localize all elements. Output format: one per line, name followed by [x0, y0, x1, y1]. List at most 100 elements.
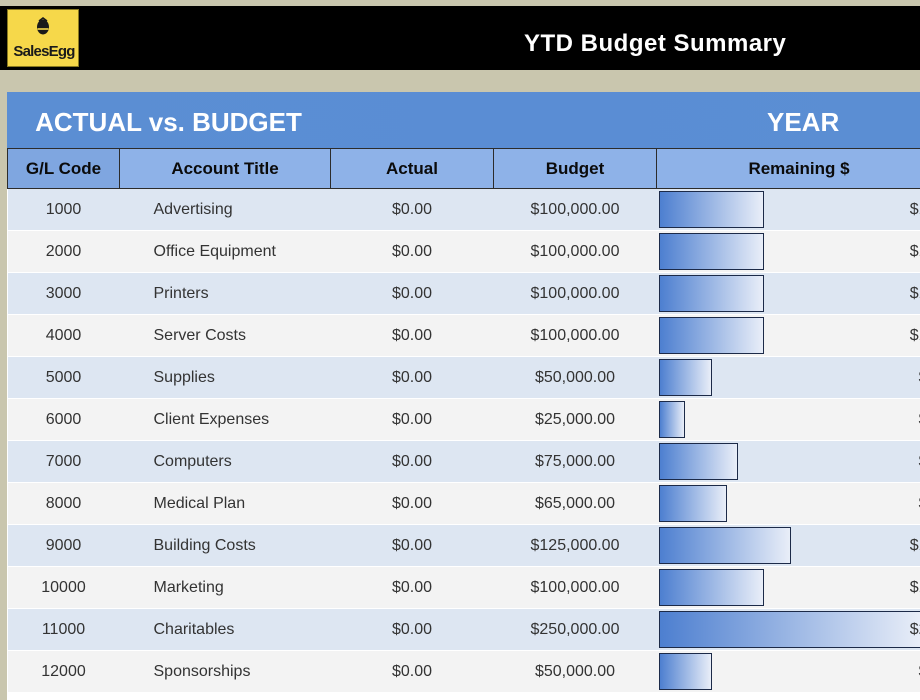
remaining-cell[interactable]: $1: [656, 524, 920, 567]
actual-cell[interactable]: $0.00: [330, 650, 494, 693]
actual-cell[interactable]: $0.00: [330, 356, 494, 399]
remaining-value: $1: [909, 201, 920, 218]
actual-cell[interactable]: $0.00: [330, 188, 494, 231]
remaining-cell[interactable]: $1: [656, 188, 920, 231]
budget-cell[interactable]: $50,000.00: [493, 650, 657, 693]
code-cell[interactable]: 4000: [7, 314, 120, 357]
column-header-budget[interactable]: Budget: [493, 148, 657, 189]
column-header-title[interactable]: Account Title: [119, 148, 331, 189]
code-cell[interactable]: 11000: [7, 608, 120, 651]
account-title-cell[interactable]: Server Costs: [119, 314, 331, 357]
egg-icon: [37, 17, 49, 35]
budget-cell[interactable]: $100,000.00: [493, 566, 657, 609]
actual-cell[interactable]: $0.00: [330, 272, 494, 315]
code-cell[interactable]: 12000: [7, 650, 120, 693]
budget-cell[interactable]: $100,000.00: [493, 272, 657, 315]
account-title-cell[interactable]: Printers: [119, 272, 331, 315]
remaining-value: $: [919, 357, 920, 399]
code-cell[interactable]: 3000: [7, 272, 120, 315]
remaining-cell[interactable]: $2: [656, 608, 920, 651]
remaining-value: $1: [909, 579, 920, 596]
actual-cell[interactable]: $0.00: [330, 230, 494, 273]
remaining-cell[interactable]: $: [656, 482, 920, 525]
remaining-cell[interactable]: $: [656, 440, 920, 483]
account-title-cell[interactable]: Supplies: [119, 356, 331, 399]
remaining-cell[interactable]: $1: [656, 230, 920, 273]
remaining-value: $: [919, 399, 920, 441]
actual-cell[interactable]: $0.00: [330, 566, 494, 609]
account-title-cell[interactable]: Medical Plan: [119, 482, 331, 525]
remaining-value: $1: [909, 285, 920, 302]
budget-cell[interactable]: $25,000.00: [493, 398, 657, 441]
top-banner: YTD Budget Summary SalesEgg: [0, 0, 920, 78]
code-cell[interactable]: 1000: [7, 188, 120, 231]
account-title-cell[interactable]: Marketing: [119, 566, 331, 609]
code-cell[interactable]: 10000: [7, 566, 120, 609]
budget-cell[interactable]: $100,000.00: [493, 188, 657, 231]
account-title-cell[interactable]: Building Costs: [119, 524, 331, 567]
logo-text: SalesEgg: [13, 43, 75, 60]
code-cell[interactable]: 2000: [7, 230, 120, 273]
budget-cell[interactable]: $65,000.00: [493, 482, 657, 525]
column-header-remaining[interactable]: Remaining $: [656, 148, 920, 189]
actual-cell[interactable]: $0.00: [330, 608, 494, 651]
account-title-cell[interactable]: Charitables: [119, 608, 331, 651]
remaining-data-bar: [658, 191, 764, 228]
actual-cell[interactable]: $0.00: [330, 482, 494, 525]
remaining-data-bar: [658, 233, 764, 270]
code-cell[interactable]: 5000: [7, 356, 120, 399]
code-cell[interactable]: 7000: [7, 440, 120, 483]
remaining-cell[interactable]: $: [656, 356, 920, 399]
budget-cell[interactable]: $125,000.00: [493, 524, 657, 567]
budget-cell[interactable]: $100,000.00: [493, 230, 657, 273]
budget-cell[interactable]: $75,000.00: [493, 440, 657, 483]
actual-cell[interactable]: $0.00: [330, 314, 494, 357]
remaining-cell[interactable]: $1: [656, 566, 920, 609]
remaining-value: $: [919, 483, 920, 525]
budget-cell[interactable]: $50,000.00: [493, 356, 657, 399]
remaining-cell[interactable]: $: [656, 398, 920, 441]
account-title-cell[interactable]: Computers: [119, 440, 331, 483]
code-cell[interactable]: 8000: [7, 482, 120, 525]
actual-cell[interactable]: $0.00: [330, 524, 494, 567]
remaining-cell[interactable]: $: [656, 650, 920, 693]
budget-cell[interactable]: $100,000.00: [493, 314, 657, 357]
remaining-cell[interactable]: $1: [656, 272, 920, 315]
remaining-value: $: [919, 441, 920, 483]
remaining-data-bar: [658, 401, 685, 438]
title-bar: YTD Budget Summary: [0, 6, 920, 70]
page-title: YTD Budget Summary: [524, 30, 787, 57]
budget-cell[interactable]: $250,000.00: [493, 608, 657, 651]
column-header-actual[interactable]: Actual: [330, 148, 494, 189]
code-cell[interactable]: 6000: [7, 398, 120, 441]
account-title-cell[interactable]: Sponsorships: [119, 650, 331, 693]
section-band: ACTUAL vs. BUDGET YTD YEAR: [7, 92, 920, 197]
actual-cell[interactable]: $0.00: [330, 398, 494, 441]
account-title-cell[interactable]: Office Equipment: [119, 230, 331, 273]
account-title-cell[interactable]: Advertising: [119, 188, 331, 231]
code-cell[interactable]: 9000: [7, 524, 120, 567]
actual-cell[interactable]: $0.00: [330, 440, 494, 483]
remaining-data-bar: [658, 443, 738, 480]
account-title-cell[interactable]: Client Expenses: [119, 398, 331, 441]
section-title: ACTUAL vs. BUDGET YTD: [35, 107, 302, 197]
budget-table: G/L Code Account Title Actual Budget Rem…: [7, 148, 920, 693]
column-header-code[interactable]: G/L Code: [7, 148, 120, 189]
table-header-row: G/L Code Account Title Actual Budget Rem…: [7, 148, 920, 189]
budget-sheet: ACTUAL vs. BUDGET YTD YEAR G/L Code Acco…: [7, 92, 920, 700]
remaining-value: $1: [909, 537, 920, 554]
remaining-cell[interactable]: $1: [656, 314, 920, 357]
remaining-data-bar: [658, 569, 764, 606]
